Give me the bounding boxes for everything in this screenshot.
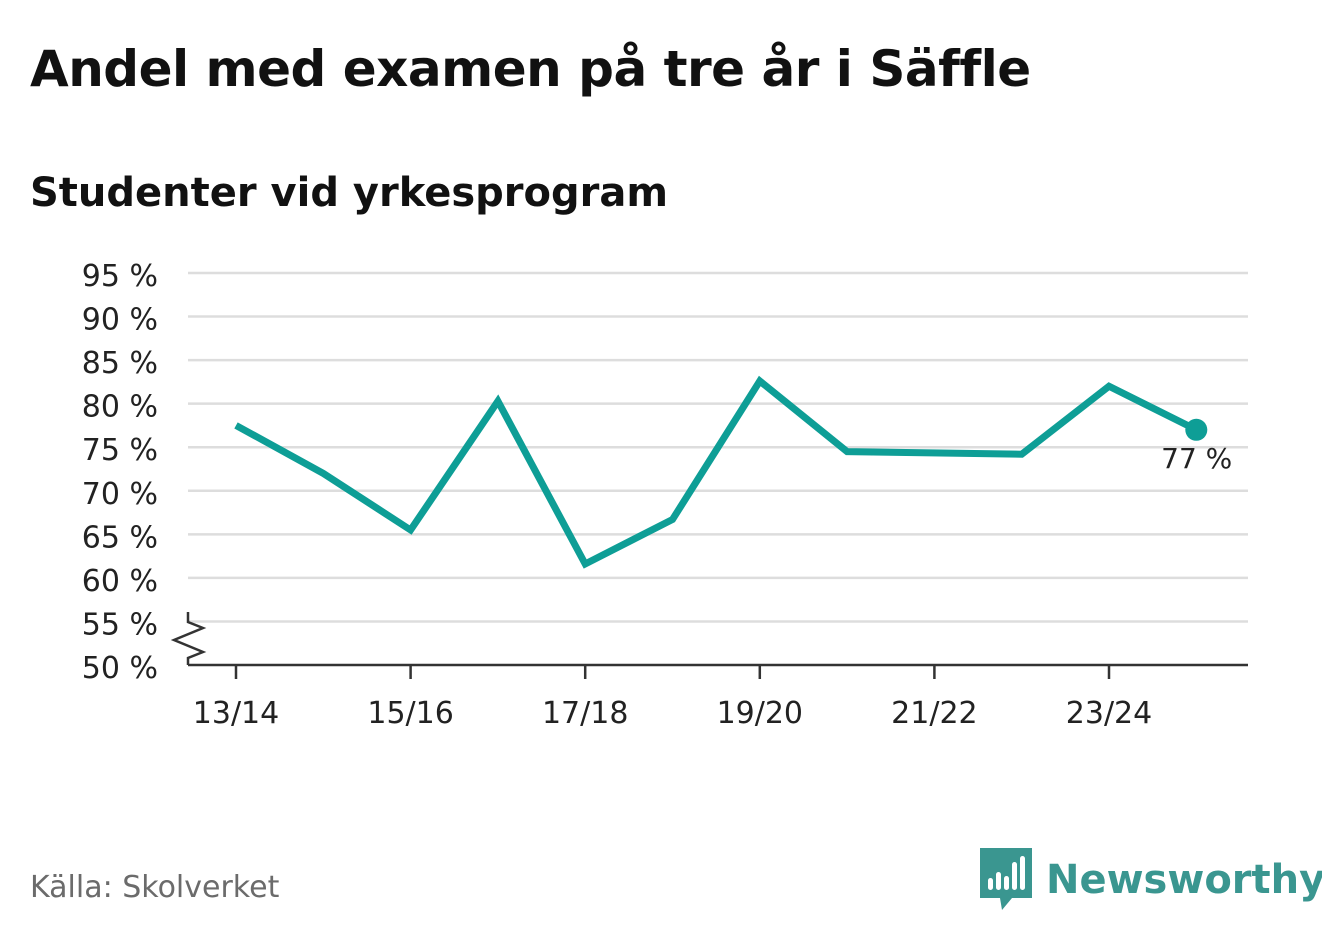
x-axis	[170, 612, 1248, 667]
x-tick-label: 17/18	[542, 696, 628, 731]
y-tick-label: 95 %	[82, 259, 158, 294]
source-text: Källa: Skolverket	[30, 870, 280, 905]
end-value-label: 77 %	[1161, 442, 1232, 475]
x-tick-label: 15/16	[367, 696, 453, 731]
annotations: 77 %	[1161, 418, 1232, 475]
chart-subtitle: Studenter vid yrkesprogram	[30, 170, 669, 216]
axis-break-icon	[170, 612, 207, 665]
y-tick-label: 80 %	[82, 390, 158, 425]
y-tick-label: 50 %	[82, 651, 158, 686]
y-tick-label: 70 %	[82, 477, 158, 512]
x-tick-label: 19/20	[717, 696, 803, 731]
y-axis-tick-labels: 50 % 55 % 60 % 65 % 70 % 75 % 80 % 85 % 90 % 95 %	[82, 259, 158, 686]
x-axis-ticks: 13/14 15/16 17/18 19/20 21/22 23/24	[193, 665, 1152, 731]
end-point-marker	[1185, 418, 1208, 441]
brand-name: Newsworthy	[1046, 857, 1322, 903]
gridlines	[188, 271, 1248, 623]
x-tick-label: 23/24	[1066, 696, 1152, 731]
series-line	[234, 375, 1198, 569]
y-tick-label: 55 %	[82, 607, 158, 642]
chart-title: Andel med examen på tre år i Säffle	[30, 40, 1031, 98]
brand-logo: Newsworthy	[980, 848, 1322, 912]
x-tick-label: 13/14	[193, 696, 279, 731]
y-tick-label: 75 %	[82, 433, 158, 468]
series	[234, 375, 1198, 569]
newsworthy-logo-icon	[980, 848, 1032, 910]
y-tick-label: 85 %	[82, 346, 158, 381]
x-tick-label: 21/22	[891, 696, 977, 731]
y-tick-label: 90 %	[82, 303, 158, 338]
y-tick-label: 60 %	[82, 564, 158, 599]
y-tick-label: 65 %	[82, 520, 158, 555]
